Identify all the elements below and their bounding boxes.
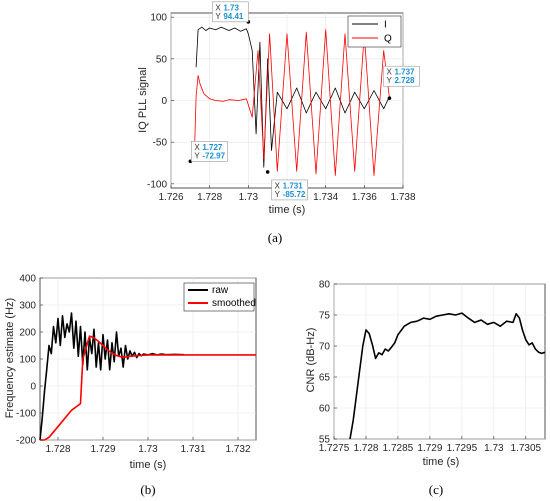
series-group-b (39, 312, 256, 441)
y-tick-label-a-1: -50 (153, 138, 168, 149)
y-tick-label-b-2: 0 (30, 382, 36, 393)
x-tick-label-c-3: 1.729 (417, 443, 442, 454)
x-tick-label-a-6: 1.738 (390, 192, 415, 203)
legend-b: raw smoothed (183, 282, 256, 312)
series-group-a (193, 26, 390, 176)
legend-label-smoothed: smoothed (212, 298, 256, 309)
x-tick-labels-b: 1.728 1.729 1.73 1.731 1.732 (45, 437, 251, 455)
x-tick-label-a-2: 1.73 (239, 192, 259, 203)
series-line-b-smoothed (40, 335, 256, 441)
y-tick-label-b-0: -200 (16, 436, 36, 447)
y-tick-label-c-1: 60 (319, 404, 331, 415)
y-tick-label-b-5: 300 (19, 301, 36, 312)
y-tick-label-a-0: -100 (147, 179, 167, 190)
datatip-box-a-2 (271, 179, 308, 201)
x-tick-label-c-5: 1.73 (484, 443, 504, 454)
y-tick-label-b-1: -100 (16, 409, 36, 420)
datatip-y-value-a-3: 2.728 (394, 76, 415, 85)
datatip-y-key-a-1: Y (194, 151, 200, 160)
series-line-c-series-0 (349, 312, 546, 440)
datatip-x-key-a-2: X (275, 181, 281, 190)
series-line-a-Q (193, 29, 390, 176)
x-axis-label-c: time (s) (423, 456, 460, 468)
datatip-y-key-a-3: Y (386, 76, 392, 85)
y-tick-label-b-4: 200 (19, 328, 36, 339)
y-tick-label-b-6: 400 (19, 274, 36, 285)
x-tick-label-b-4: 1.732 (225, 444, 250, 455)
x-tick-label-c-1: 1.728 (353, 443, 378, 454)
datatip-y-key-a-0: Y (215, 12, 221, 21)
legend-a: I Q (347, 15, 402, 48)
y-tick-label-b-3: 100 (19, 355, 36, 366)
legend-box-b (183, 282, 255, 312)
y-tick-labels-a: -100 -50 0 50 100 (147, 13, 174, 190)
datatip-box-a-3 (383, 65, 420, 87)
x-tick-label-a-0: 1.726 (158, 192, 183, 203)
datatip-y-value-a-0: 94.41 (223, 12, 244, 21)
x-tick-label-a-4: 1.734 (313, 192, 338, 203)
series-group-c (349, 312, 546, 440)
legend-label-raw: raw (212, 285, 229, 296)
y-tick-label-a-4: 100 (150, 13, 167, 24)
x-tick-label-b-0: 1.728 (45, 444, 70, 455)
datatip-box-a-0 (212, 1, 249, 23)
x-tick-label-a-1: 1.728 (197, 192, 222, 203)
legend-label-q: Q (384, 34, 392, 45)
series-line-b-raw (39, 312, 185, 441)
datatip-a-0: X 1.73Y 94.41 (212, 1, 251, 24)
y-tick-labels-b: -200 -100 0 100 200 300 400 (16, 274, 43, 447)
x-tick-label-c-4: 1.7295 (447, 443, 478, 454)
x-axis-label-b: time (s) (130, 459, 167, 471)
datatip-x-key-a-1: X (194, 143, 200, 152)
y-axis-label-b: Frequency estimate (Hz) (4, 298, 16, 418)
x-tick-labels-c: 1.7275 1.728 1.7285 1.729 1.7295 1.73 1.7305 (319, 436, 542, 454)
legend-box-a (347, 15, 402, 48)
panel-b: 1.728 1.729 1.73 1.731 1.732 -200 -100 0 100 200… (4, 274, 257, 497)
datatip-y-value-a-1: -72.97 (202, 151, 225, 160)
y-tick-label-c-3: 70 (319, 342, 331, 353)
x-tick-label-c-2: 1.7285 (383, 443, 414, 454)
y-axis-label-c: CNR (dB-Hz) (305, 328, 317, 393)
x-tick-label-b-1: 1.729 (90, 444, 115, 455)
datatip-x-key-a-0: X (215, 3, 221, 12)
y-tick-label-c-4: 75 (319, 311, 331, 322)
y-tick-label-c-2: 65 (319, 373, 331, 384)
datatip-x-value-a-2: 1.731 (283, 181, 304, 190)
y-tick-label-c-0: 55 (319, 435, 331, 446)
datatip-box-a-1 (191, 141, 228, 162)
x-tick-label-c-6: 1.7305 (511, 443, 542, 454)
x-tick-label-c-0: 1.7275 (319, 443, 350, 454)
caption-b: (b) (140, 482, 155, 497)
x-tick-label-a-5: 1.736 (352, 192, 377, 203)
legend-label-i: I (384, 20, 387, 31)
x-tick-label-b-3: 1.731 (180, 444, 205, 455)
x-tick-label-b-2: 1.73 (138, 444, 158, 455)
plot-area-c (333, 283, 546, 440)
panel-c: 1.7275 1.728 1.7285 1.729 1.7295 1.73 1.7305 5… (305, 280, 546, 497)
datatip-x-value-a-0: 1.73 (223, 3, 239, 12)
caption-c: (c) (429, 482, 443, 497)
datatip-x-key-a-3: X (386, 68, 392, 77)
y-tick-label-a-2: 0 (161, 96, 167, 107)
y-axis-label-a: IQ PLL signal (137, 67, 149, 133)
datatip-marker-a-3 (387, 96, 392, 101)
datatip-y-key-a-2: Y (275, 190, 281, 199)
datatip-x-value-a-1: 1.727 (202, 143, 223, 152)
datatip-y-value-a-2: -85.72 (283, 190, 306, 199)
y-tick-labels-c: 55 60 65 70 75 80 (319, 280, 337, 446)
datatip-x-value-a-3: 1.737 (394, 68, 415, 77)
y-tick-label-c-5: 80 (319, 280, 331, 291)
series-line-a-I (195, 26, 390, 168)
caption-a: (a) (268, 230, 282, 245)
x-axis-label-a: time (s) (269, 204, 306, 216)
y-tick-label-a-3: 50 (156, 54, 168, 65)
datatip-marker-a-2 (265, 170, 270, 174)
